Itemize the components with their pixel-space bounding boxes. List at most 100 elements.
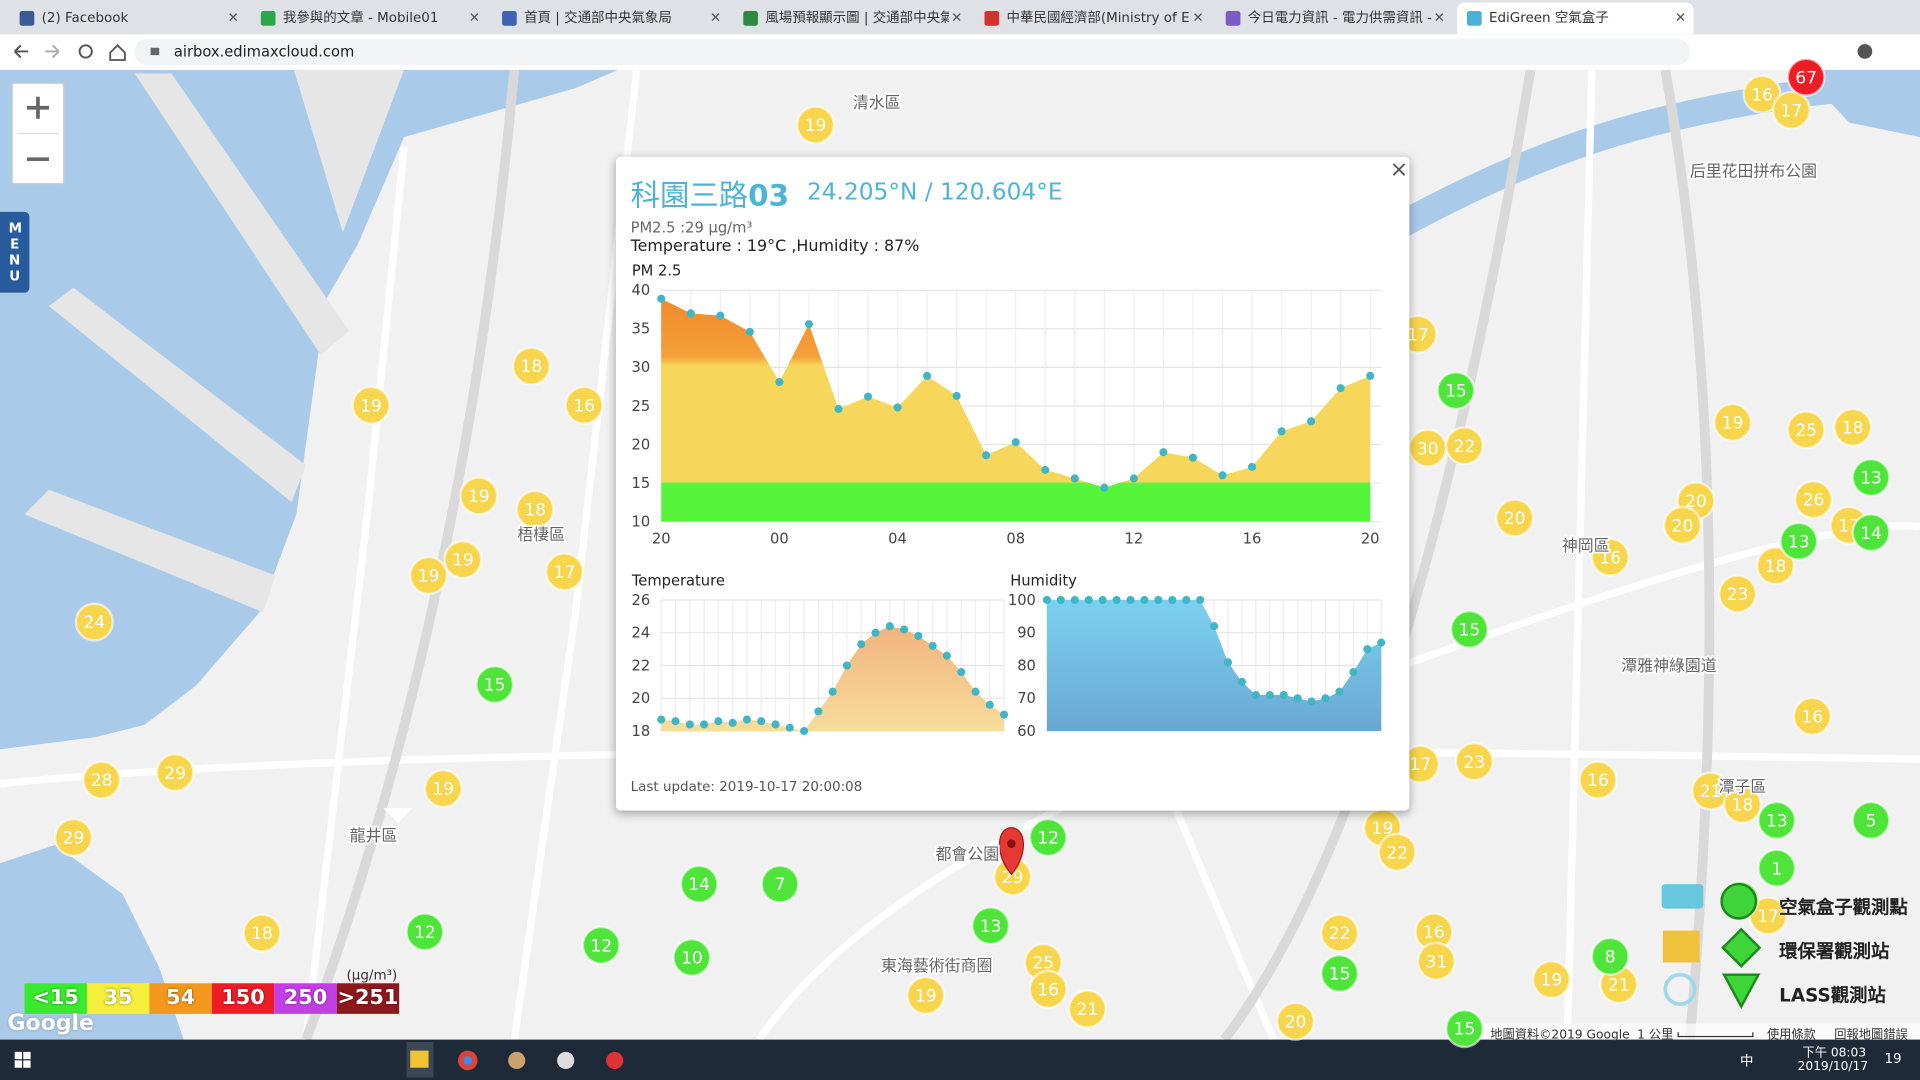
station-marker[interactable]: 12: [581, 925, 621, 965]
station-marker[interactable]: 19: [1713, 402, 1753, 443]
marker-circle[interactable]: [1454, 742, 1494, 782]
marker-circle[interactable]: [760, 864, 800, 904]
marker-circle[interactable]: [1757, 800, 1797, 841]
station-marker[interactable]: 16: [1028, 969, 1068, 1009]
station-marker[interactable]: 25: [1786, 410, 1826, 450]
marker-value[interactable]: 15: [1458, 621, 1480, 641]
marker-circle[interactable]: [1851, 800, 1891, 841]
marker-value[interactable]: 19: [452, 551, 474, 571]
station-marker[interactable]: 21: [1067, 989, 1107, 1029]
marker-value[interactable]: 21: [1608, 976, 1630, 996]
taskbar-app[interactable]: [557, 1051, 575, 1069]
marker-value[interactable]: 16: [1599, 548, 1621, 568]
marker-circle[interactable]: [1786, 57, 1826, 97]
menu-button[interactable]: MENU: [0, 211, 30, 293]
station-marker[interactable]: 18: [1755, 546, 1796, 586]
marker-circle[interactable]: [1028, 969, 1068, 1009]
station-marker[interactable]: 30: [1408, 428, 1448, 468]
station-marker[interactable]: 13: [971, 906, 1011, 946]
marker-value[interactable]: 13: [1766, 812, 1788, 832]
marker-circle[interactable]: [511, 346, 552, 386]
station-marker[interactable]: 15: [475, 664, 515, 705]
station-marker[interactable]: 23: [1454, 742, 1494, 782]
marker-value[interactable]: 19: [360, 396, 382, 416]
tab-title[interactable]: 首頁 | 交通部中央氣象局: [524, 9, 672, 26]
marker-circle[interactable]: [53, 817, 94, 858]
marker-circle[interactable]: [1028, 817, 1068, 858]
marker-value[interactable]: 13: [1788, 532, 1810, 552]
marker-value[interactable]: 67: [1795, 68, 1817, 88]
marker-value[interactable]: 19: [915, 987, 937, 1007]
station-marker[interactable]: 19: [1531, 960, 1572, 1000]
marker-value[interactable]: 17: [1410, 755, 1432, 775]
station-marker[interactable]: 17: [1771, 90, 1812, 130]
marker-circle[interactable]: [242, 913, 282, 953]
station-marker[interactable]: 67: [1786, 57, 1826, 97]
marker-value[interactable]: 1: [1771, 859, 1782, 879]
marker-value[interactable]: 31: [1425, 952, 1447, 972]
back-button[interactable]: [14, 44, 29, 59]
station-marker[interactable]: 19: [423, 768, 463, 809]
address-bar[interactable]: [134, 39, 1690, 65]
marker-circle[interactable]: [405, 912, 445, 952]
marker-value[interactable]: 19: [1722, 414, 1744, 434]
marker-value[interactable]: 16: [1801, 707, 1823, 727]
station-marker[interactable]: 29: [53, 817, 94, 858]
marker-circle[interactable]: [1275, 1001, 1316, 1041]
marker-circle[interactable]: [459, 476, 499, 516]
browser-tab[interactable]: 首頁 | 交通部中央氣象局 ✕: [492, 2, 728, 34]
marker-circle[interactable]: [1590, 936, 1630, 976]
marker-circle[interactable]: [1377, 832, 1417, 872]
station-marker[interactable]: 13: [1757, 800, 1797, 841]
marker-circle[interactable]: [672, 937, 712, 978]
reload-button[interactable]: [78, 44, 93, 59]
marker-value[interactable]: 12: [1037, 829, 1059, 849]
marker-value[interactable]: 13: [980, 917, 1002, 937]
zoom-in[interactable]: [26, 96, 49, 119]
marker-circle[interactable]: [443, 540, 483, 580]
station-marker[interactable]: 22: [1377, 832, 1417, 872]
marker-circle[interactable]: [1757, 848, 1797, 888]
marker-value[interactable]: 19: [805, 116, 827, 136]
station-marker[interactable]: 18: [242, 913, 282, 953]
marker-circle[interactable]: [351, 385, 391, 425]
tab-close[interactable]: ✕: [1192, 9, 1204, 26]
tab-title[interactable]: 我參與的文章 - Mobile01: [282, 9, 439, 26]
marker-circle[interactable]: [1444, 1008, 1485, 1049]
station-marker[interactable]: 12: [1028, 817, 1068, 858]
station-marker[interactable]: 20: [1495, 498, 1535, 538]
marker-value[interactable]: 30: [1417, 439, 1439, 459]
marker-value[interactable]: 14: [688, 875, 710, 895]
station-marker[interactable]: 14: [1851, 513, 1891, 553]
marker-value[interactable]: 16: [1037, 981, 1059, 1001]
station-marker[interactable]: 22: [1444, 426, 1485, 466]
station-marker[interactable]: 28: [82, 760, 122, 800]
home-button[interactable]: [109, 44, 126, 61]
station-marker[interactable]: 23: [1717, 574, 1758, 614]
marker-value[interactable]: 19: [1372, 819, 1394, 839]
station-marker[interactable]: 13: [1779, 521, 1819, 561]
explorer-icon[interactable]: [410, 1050, 429, 1068]
taskbar-app[interactable]: [606, 1051, 624, 1069]
marker-value[interactable]: 15: [1454, 1020, 1476, 1040]
station-marker[interactable]: 7: [760, 864, 800, 904]
marker-circle[interactable]: [1851, 513, 1891, 553]
station-marker[interactable]: 17: [544, 552, 585, 592]
station-marker[interactable]: 22: [1320, 913, 1360, 953]
station-marker[interactable]: 18: [515, 489, 555, 529]
marker-value[interactable]: 22: [1454, 437, 1476, 457]
marker-value[interactable]: 26: [1803, 491, 1825, 511]
marker-value[interactable]: 29: [63, 829, 85, 849]
station-marker[interactable]: 24: [74, 602, 114, 642]
marker-circle[interactable]: [564, 385, 604, 425]
station-marker[interactable]: 18: [1833, 407, 1873, 447]
marker-circle[interactable]: [1755, 546, 1796, 586]
marker-value[interactable]: 12: [414, 923, 436, 943]
station-marker[interactable]: 19: [351, 385, 391, 425]
tab-title[interactable]: 中華民國經濟部(Ministry of Eco: [1006, 9, 1191, 26]
marker-circle[interactable]: [795, 105, 836, 145]
marker-value[interactable]: 18: [251, 924, 273, 944]
station-marker[interactable]: 16: [1792, 696, 1832, 736]
profile-icon[interactable]: [1857, 44, 1873, 59]
marker-circle[interactable]: [155, 753, 195, 793]
